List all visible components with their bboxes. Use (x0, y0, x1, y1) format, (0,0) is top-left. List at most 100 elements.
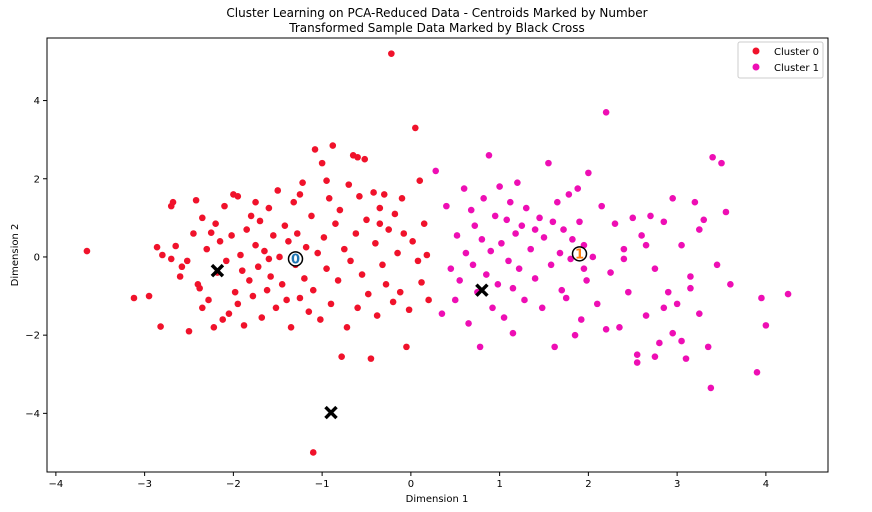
cluster-0-point (318, 159, 326, 167)
cluster-1-point (515, 265, 523, 272)
y-tick-label: −2 (25, 331, 40, 342)
cluster-0-point (169, 198, 177, 206)
cluster-1-point (669, 329, 676, 337)
cluster-0-point (327, 300, 335, 308)
cluster-1-point (476, 343, 484, 351)
cluster-1-point (538, 304, 546, 312)
cluster-1-point (536, 214, 543, 222)
cluster-0-point (216, 238, 224, 245)
centroid-0-marker (287, 251, 304, 267)
cluster-0-point (345, 181, 353, 188)
cluster-1-point (700, 216, 708, 224)
x-tick-label: −3 (137, 479, 152, 490)
cluster-1-point (580, 265, 588, 272)
cluster-0-point (225, 310, 233, 317)
cluster-1-point (647, 212, 654, 220)
cluster-1-point (480, 195, 487, 202)
cluster-0-point (247, 212, 255, 220)
cluster-0-point (299, 179, 306, 186)
cluster-1-point (607, 269, 614, 276)
cluster-1-point (471, 222, 479, 229)
cluster-0-point (409, 238, 416, 245)
cluster-0-point (240, 322, 248, 329)
cluster-1-point (602, 325, 610, 333)
data-points (83, 50, 792, 456)
cluster-1-point (718, 159, 725, 167)
cluster-1-point (682, 355, 690, 362)
cluster-0-point (283, 296, 290, 304)
cluster-0-point (388, 50, 395, 57)
cluster-1-point (574, 185, 582, 192)
cluster-0-point (305, 308, 313, 315)
cluster-0-point (323, 177, 330, 185)
sample-cross (210, 263, 225, 278)
cluster-1-point (569, 236, 576, 243)
x-tick-label: 4 (763, 479, 769, 490)
legend-marker-cluster-0 (752, 47, 760, 55)
cluster-0-point (352, 230, 360, 237)
cluster-1-point (503, 216, 511, 224)
cluster-1-point (678, 241, 685, 249)
cluster-0-point (199, 214, 206, 222)
cluster-1-point (491, 212, 499, 220)
cluster-1-point (704, 343, 712, 351)
cluster-0-point (234, 193, 242, 200)
cluster-1-point (678, 337, 685, 345)
cluster-1-point (554, 198, 561, 206)
cluster-0-point (285, 238, 292, 245)
cluster-1-point (633, 351, 641, 359)
cluster-1-point (483, 271, 490, 278)
cluster-1-point (540, 234, 548, 241)
cluster-0-point (176, 273, 184, 280)
cluster-0-point (372, 239, 379, 247)
cluster-0-point (325, 195, 333, 202)
cluster-0-point (222, 257, 230, 265)
cluster-1-point (620, 255, 628, 263)
cluster-1-point (558, 286, 566, 294)
cluster-1-point (753, 368, 761, 376)
cluster-1-point (547, 261, 555, 269)
plot-area (46, 37, 829, 473)
cluster-0-point (249, 292, 257, 300)
cluster-1-point (456, 277, 463, 284)
cluster-0-point (370, 189, 377, 196)
cluster-1-point (642, 312, 650, 319)
cluster-0-point (237, 251, 244, 259)
cluster-1-point (465, 320, 472, 327)
cluster-1-point (527, 245, 534, 253)
cluster-0-point (296, 191, 304, 198)
cluster-0-point (231, 288, 239, 296)
cluster-0-point (265, 255, 273, 263)
cluster-0-point (354, 153, 361, 161)
cluster-0-point (185, 327, 193, 335)
cluster-0-point (210, 324, 218, 331)
sample-cross (324, 405, 338, 420)
cluster-0-point (207, 229, 215, 237)
cluster-0-point (379, 261, 386, 269)
cluster-1-point (762, 322, 770, 329)
cluster-0-point (403, 343, 410, 351)
x-tick-label: −1 (315, 479, 330, 490)
cluster-0-point (396, 288, 404, 296)
cluster-1-point (556, 249, 564, 257)
cluster-1-point (696, 226, 703, 233)
cluster-0-point (347, 257, 354, 265)
cluster-0-point (389, 298, 397, 306)
cluster-1-point (687, 273, 694, 280)
cluster-0-point (373, 312, 381, 319)
cluster-1-point (509, 284, 517, 292)
cluster-0-point (309, 286, 317, 294)
cluster-0-point (167, 255, 175, 263)
cluster-0-point (376, 204, 384, 212)
cluster-1-point (620, 245, 628, 253)
x-tick-label: 0 (408, 479, 414, 490)
cluster-1-point (443, 202, 450, 210)
cluster-0-point (309, 449, 317, 456)
cluster-1-point (633, 359, 641, 366)
cluster-0-point (281, 222, 289, 229)
x-tick-label: −2 (226, 479, 241, 490)
cluster-1-point (531, 226, 539, 233)
y-tick-label: 0 (34, 252, 40, 263)
cluster-1-point (498, 239, 505, 247)
